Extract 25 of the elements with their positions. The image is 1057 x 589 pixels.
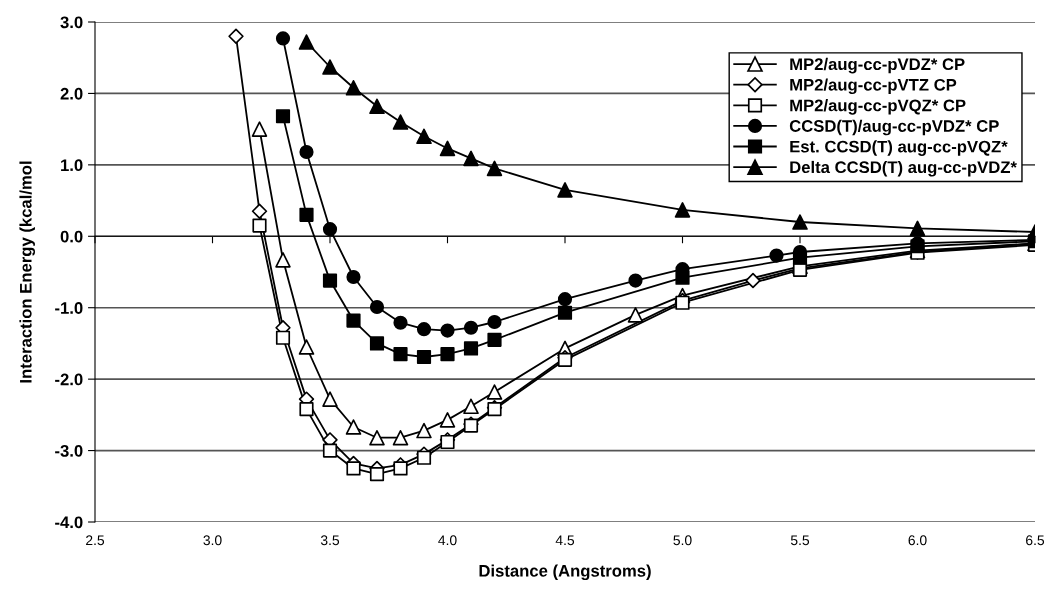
y-tick-label: 0.0 [60,230,83,243]
legend-label: Delta CCSD(T) aug-cc-pVDZ* [790,160,1017,177]
legend-label: MP2/aug-cc-pVDZ* CP [790,57,965,74]
legend-label: MP2/aug-cc-pVTZ CP [790,78,957,95]
x-tick-label: 4.5 [555,535,575,546]
y-tick-label: 2.0 [60,87,83,100]
y-tick-label: -4.0 [55,516,83,529]
x-tick-label: 5.5 [790,535,810,546]
y-tick-label: -2.0 [55,373,83,386]
x-tick-label: 6.5 [1026,535,1045,546]
y-tick-label: 1.0 [61,159,83,172]
y-tick-label: 3.0 [60,16,83,29]
x-tick-label: 2.5 [86,535,105,546]
x-tick-label: 3.5 [320,535,340,546]
x-tick-label: 5.0 [673,535,692,546]
y-tick-label: -3.0 [55,444,83,457]
legend-label: CCSD(T)/aug-cc-pVDZ* CP [789,119,999,136]
legend-label: MP2/aug-cc-pVQZ* CP [790,99,966,115]
y-axis-title: Interaction Energy (kcal/mol [19,161,36,383]
y-tick-label: -1.0 [55,302,83,314]
x-tick-label: 4.0 [438,535,457,546]
legend-label: Est. CCSD(T) aug-cc-pVQZ* [790,140,1008,156]
x-axis-title: Distance (Angstroms) [479,564,651,581]
x-tick-label: 3.0 [203,535,222,546]
x-tick-label: 6.0 [908,535,927,546]
